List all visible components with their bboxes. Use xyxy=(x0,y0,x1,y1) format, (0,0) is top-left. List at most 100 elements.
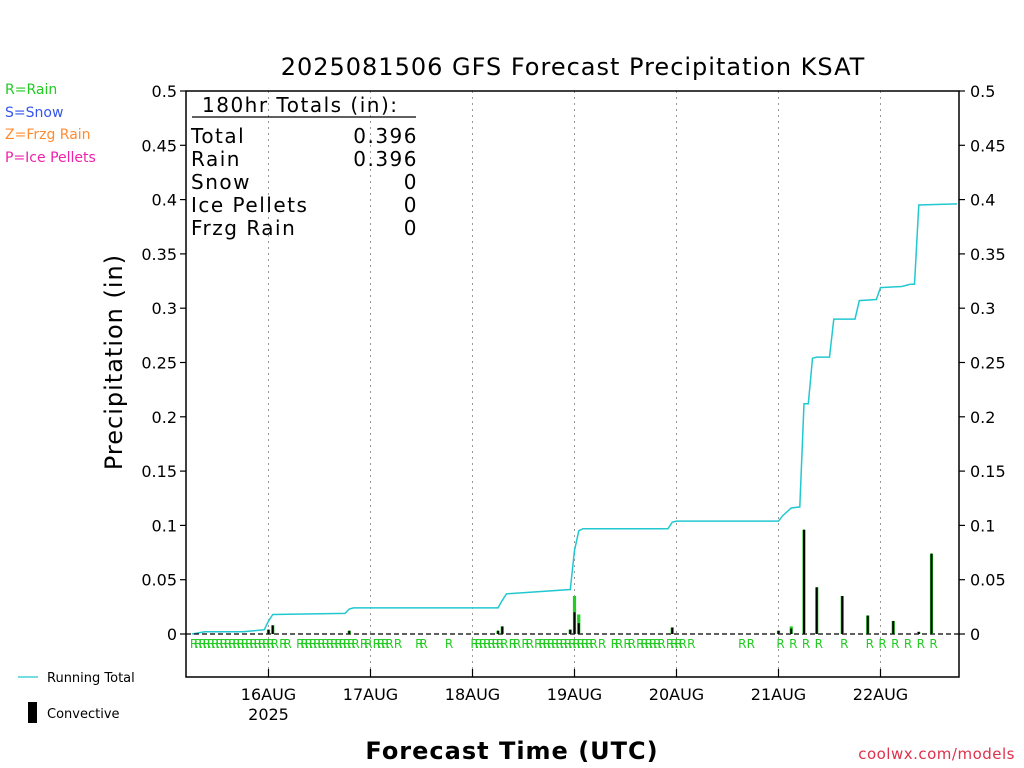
x-tick-label: 19AUG xyxy=(547,685,602,704)
rain-marker: R xyxy=(513,637,521,651)
rain-marker: R xyxy=(232,637,240,651)
rain-marker: R xyxy=(572,637,580,651)
convective-bar xyxy=(671,627,674,634)
rain-marker: R xyxy=(326,637,334,651)
legend-rain-label: R=Rain xyxy=(5,82,58,98)
convective-bar xyxy=(790,628,793,634)
rain-marker: R xyxy=(207,637,215,651)
rain-marker: R xyxy=(687,637,695,651)
totals-total-value: 0.396 xyxy=(353,124,418,148)
convective-legend-label: Convective xyxy=(47,707,120,722)
convective-bar xyxy=(841,595,844,634)
running-total-legend-label: Running Total xyxy=(47,671,135,686)
y-tick-label-right: 0.1 xyxy=(970,516,995,535)
rain-marker: R xyxy=(228,637,236,651)
convective-bar xyxy=(815,587,818,634)
y-tick-label-left: 0.1 xyxy=(152,516,177,535)
y-tick-label-right: 0.35 xyxy=(970,245,1006,264)
rain-marker: R xyxy=(381,637,389,651)
y-tick-label-right: 0.4 xyxy=(970,191,995,210)
rain-marker: R xyxy=(589,637,597,651)
y-tick-label-right: 0.2 xyxy=(970,408,995,427)
rain-marker: R xyxy=(585,637,593,651)
totals-total-label: Total xyxy=(190,124,245,148)
rain-marker: R xyxy=(500,637,508,651)
rain-marker: R xyxy=(666,637,674,651)
rain-marker: R xyxy=(891,637,899,651)
totals-rain-label: Rain xyxy=(191,147,241,171)
rain-marker: R xyxy=(483,637,491,651)
rain-marker: R xyxy=(547,637,555,651)
rain-marker: R xyxy=(198,637,206,651)
credit-text: coolwx.com/models xyxy=(858,745,1015,763)
y-tick-label-right: 0.5 xyxy=(970,82,995,101)
legend-ice-pellets-label: P=Ice Pellets xyxy=(5,150,96,166)
rain-marker: R xyxy=(220,637,228,651)
rain-marker: R xyxy=(317,637,325,651)
rain-marker: R xyxy=(802,637,810,651)
totals-snow-value: 0 xyxy=(404,170,418,194)
rain-marker: R xyxy=(679,637,687,651)
totals-rain-value: 0.396 xyxy=(353,147,418,171)
rain-marker: R xyxy=(866,637,874,651)
y-tick-label-right: 0.25 xyxy=(970,354,1006,373)
rain-marker: R xyxy=(789,637,797,651)
rain-marker: R xyxy=(419,637,427,651)
totals-header: 180hr Totals (in): xyxy=(202,93,399,117)
rain-marker: R xyxy=(194,637,202,651)
x-tick-label: 18AUG xyxy=(445,685,500,704)
convective-bar xyxy=(917,631,920,634)
totals-box: 180hr Totals (in): Total 0.396 Rain 0.39… xyxy=(190,93,418,240)
rain-marker: R xyxy=(300,637,308,651)
y-ticks: 0 00.05 0.050.1 0.10.15 0.150.2 0.20.25 0.250.… xyxy=(141,82,1005,644)
totals-frzg-rain-value: 0 xyxy=(404,216,418,240)
y-tick-label-right: 0 xyxy=(970,625,980,644)
x-tick-label: 17AUG xyxy=(343,685,398,704)
rain-marker: R xyxy=(657,637,665,651)
rain-marker: R xyxy=(475,637,483,651)
plot-frame xyxy=(185,90,960,678)
x-tick-sublabel: 2025 xyxy=(248,705,289,724)
rain-marker: R xyxy=(551,637,559,651)
convective-bar xyxy=(892,620,895,634)
rain-marker: R xyxy=(526,637,534,651)
rain-marker: R xyxy=(360,637,368,651)
vertical-gridlines xyxy=(268,91,881,677)
y-tick-label-left: 0.25 xyxy=(141,354,177,373)
convective-bar xyxy=(777,630,780,634)
convective-bar xyxy=(803,529,805,634)
rain-marker: R xyxy=(640,637,648,651)
legend-frzg-rain-label: Z=Frzg Rain xyxy=(5,127,91,143)
y-tick-label-left: 0.5 xyxy=(152,82,177,101)
chart-title: 2025081506 GFS Forecast Precipitation KS… xyxy=(281,53,866,81)
credit-link[interactable]: coolwx.com/models xyxy=(858,745,1015,763)
rain-marker: R xyxy=(560,637,568,651)
rain-marker: R xyxy=(211,637,219,651)
running-total-line xyxy=(191,203,958,635)
y-tick-label-left: 0 xyxy=(167,625,177,644)
y-tick-label-left: 0.35 xyxy=(141,245,177,264)
rain-marker: R xyxy=(670,637,678,651)
rain-marker: R xyxy=(674,637,682,651)
rain-marker: R xyxy=(373,637,381,651)
rain-marker: R xyxy=(283,637,291,651)
y-tick-label-right: 0.15 xyxy=(970,462,1006,481)
convective-bar xyxy=(271,625,274,634)
rain-marker: R xyxy=(445,637,453,651)
rain-marker: R xyxy=(351,637,359,651)
rain-marker: R xyxy=(377,637,385,651)
rain-marker: R xyxy=(534,637,542,651)
x-tick-label: 16AUG xyxy=(241,685,296,704)
rain-marker: R xyxy=(245,637,253,651)
x-tick-label: 21AUG xyxy=(751,685,806,704)
rain-marker: R xyxy=(479,637,487,651)
totals-ice-pellets-label: Ice Pellets xyxy=(191,193,308,217)
rain-marker: R xyxy=(538,637,546,651)
y-tick-label-left: 0.45 xyxy=(141,136,177,155)
rain-marker: R xyxy=(840,637,848,651)
precip-bars xyxy=(266,529,934,634)
rain-marker: R xyxy=(347,637,355,651)
